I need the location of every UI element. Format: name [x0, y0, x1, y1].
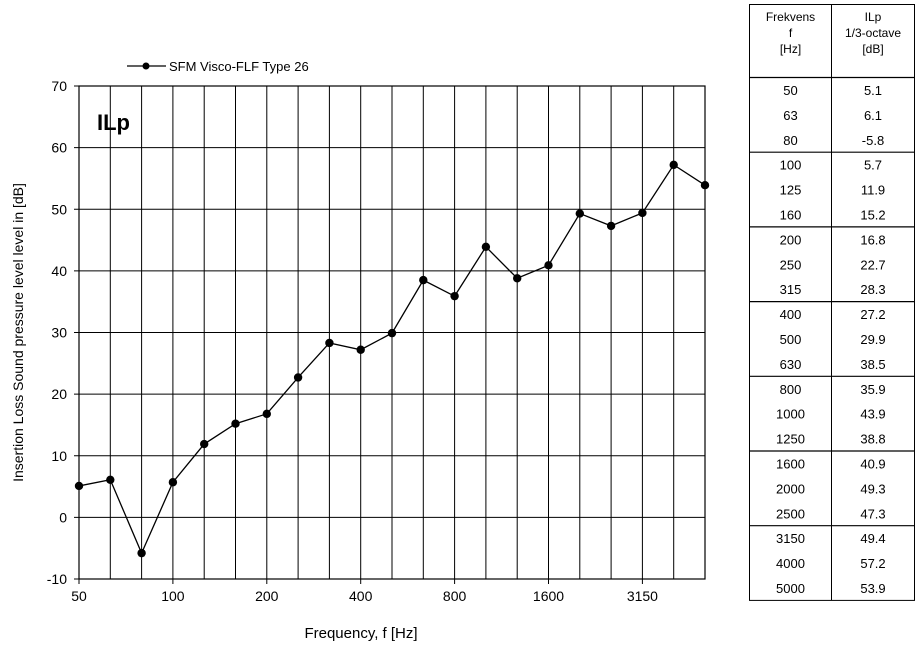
table-cell: 4000: [776, 556, 805, 571]
table-header-text: 1/3-octave: [845, 26, 901, 40]
ilp-data-table: Frekvens f [Hz] ILp 1/3-octave [dB] 50 5.1 63 6.1…: [749, 4, 915, 601]
table-cell: 49.4: [860, 531, 885, 546]
data-point: [168, 478, 178, 487]
x-tick-label: 50: [71, 588, 87, 604]
y-axis-title: Insertion Loss Sound pressure level leve…: [10, 183, 26, 482]
table-cell: 5.7: [864, 158, 882, 173]
data-point: [700, 181, 710, 190]
ilp-annotation: ILp: [97, 110, 130, 135]
table-cell: 315: [780, 282, 802, 297]
table-cell: 200: [780, 232, 802, 247]
table-cell: 16.8: [860, 232, 885, 247]
data-point: [231, 419, 240, 428]
table-cell: 63: [783, 108, 797, 123]
table-cell: 15.2: [860, 207, 885, 222]
y-tick-label: 10: [51, 448, 67, 464]
data-point: [325, 338, 334, 348]
data-point: [356, 345, 365, 354]
data-point: [481, 242, 491, 252]
data-point: [293, 373, 303, 382]
table-cell: 28.3: [860, 282, 885, 297]
table-cell: 1000: [776, 407, 805, 422]
table-cell: 100: [780, 158, 802, 173]
y-tick-label: 40: [51, 263, 67, 279]
table-cell: 29.9: [860, 332, 885, 347]
x-axis-title: Frequency, f [Hz]: [304, 625, 417, 642]
data-point: [606, 221, 616, 231]
y-tick-label: 0: [59, 509, 67, 525]
data-point: [200, 439, 209, 449]
table-cell: 500: [780, 332, 802, 347]
data-point: [513, 274, 522, 283]
table-header-text: ILp: [865, 10, 882, 24]
table-cell: 38.8: [860, 432, 885, 447]
plot-frame: [78, 85, 706, 580]
x-tick-label: 100: [161, 588, 185, 604]
table-cell: 80: [783, 133, 797, 148]
table-cell: 125: [780, 183, 802, 198]
data-point: [575, 209, 584, 218]
x-tick-label: 400: [349, 588, 373, 604]
table-cell: 2500: [776, 506, 805, 521]
ilp-line-chart: -10 0 10 20 30 40 50 60 70 50 100 200 400 800 1600 3150…: [10, 59, 710, 642]
data-point: [106, 475, 115, 484]
table-header-text: f: [789, 26, 793, 40]
table-cell: 1250: [776, 432, 805, 447]
table-cell: 53.9: [860, 581, 885, 596]
table-cell: 3150: [776, 531, 805, 546]
table-cell: 47.3: [860, 506, 885, 521]
table-cell: 35.9: [860, 382, 885, 397]
y-tick-label: 70: [51, 78, 67, 94]
data-point: [74, 481, 84, 491]
table-cell: 250: [780, 257, 802, 272]
table-cell: 49.3: [860, 481, 885, 496]
table-cell: 160: [780, 207, 802, 222]
table-cell: 400: [780, 307, 802, 322]
data-point: [387, 328, 397, 338]
data-point: [544, 261, 553, 270]
table-cell: 2000: [776, 481, 805, 496]
data-point: [262, 409, 271, 419]
data-point: [137, 548, 146, 558]
table-header-text: Frekvens: [766, 10, 815, 24]
y-tick-label: -10: [47, 571, 67, 587]
table-cell: -5.8: [862, 133, 884, 148]
table-cell: 40.9: [860, 456, 885, 471]
y-tick-label: 50: [51, 201, 67, 217]
x-tick-label: 1600: [533, 588, 564, 604]
x-tick-label: 200: [255, 588, 279, 604]
table-cell: 11.9: [861, 183, 885, 198]
x-tick-label: 3150: [627, 588, 658, 604]
table-cell: 5000: [776, 581, 805, 596]
table-cell: 57.2: [860, 556, 885, 571]
data-point: [669, 160, 678, 170]
data-point: [638, 208, 647, 218]
legend-label: SFM Visco-FLF Type 26: [169, 59, 309, 74]
table-cell: 1600: [776, 456, 805, 471]
data-point: [419, 275, 428, 285]
table-cell: 5.1: [864, 83, 882, 98]
table-cell: 22.7: [860, 257, 885, 272]
table-cell: 630: [780, 357, 802, 372]
table-cell: 800: [780, 382, 802, 397]
table-header-text: [dB]: [862, 42, 883, 56]
table-cell: 6.1: [864, 108, 882, 123]
data-point: [450, 291, 459, 301]
table-cell: 38.5: [860, 357, 885, 372]
table-cell: 50: [783, 83, 797, 98]
table-header-text: [Hz]: [780, 42, 801, 56]
x-tick-label: 800: [443, 588, 467, 604]
y-tick-label: 60: [51, 140, 67, 156]
y-tick-label: 20: [51, 386, 67, 402]
y-tick-label: 30: [51, 325, 67, 341]
table-cell: 27.2: [860, 307, 885, 322]
legend-marker: [142, 62, 150, 70]
table-cell: 43.9: [860, 407, 885, 422]
